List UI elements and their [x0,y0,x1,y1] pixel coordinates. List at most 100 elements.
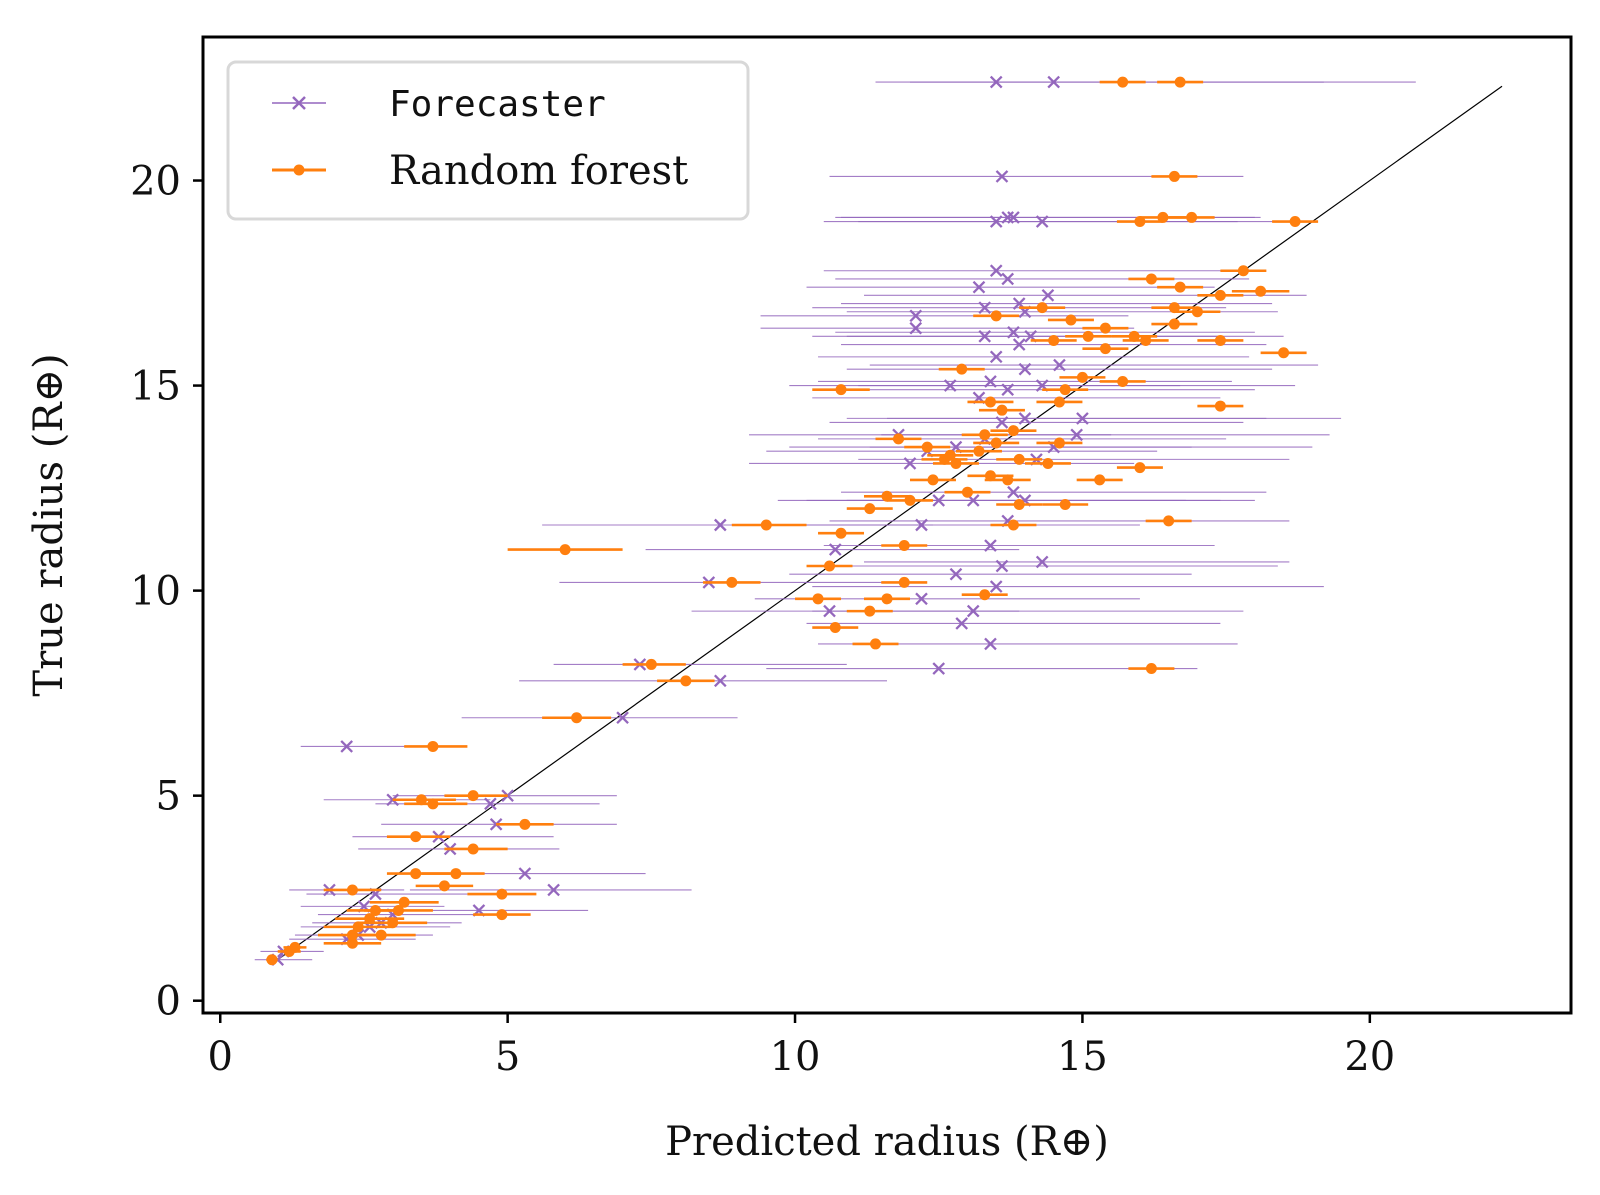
forecaster-point [1070,428,1083,442]
legend-random-forest-label: Random forest [389,148,688,194]
random-forest-point [1059,498,1071,510]
y-axis: 0 5 10 15 20 [130,159,203,1025]
forecaster-point [1076,412,1089,425]
y-tick-label: 20 [130,159,181,205]
random-forest-point [824,560,836,572]
random-forest-point [415,794,427,806]
random-forest-point [1237,265,1249,277]
forecaster-point [989,264,1003,278]
random-forest-point [410,831,422,843]
random-forest-point [1048,334,1060,346]
random-forest-point [1042,457,1054,469]
forecaster-point [616,711,629,725]
random-forest-point [984,470,996,482]
forecaster-point [713,518,727,532]
random-forest-point [1174,281,1186,293]
random-forest-point [1076,371,1088,383]
random-forest-point [898,576,910,588]
forecaster-point [484,797,497,811]
forecaster-point [1007,211,1020,224]
forecaster-point [932,662,946,675]
random-forest-point [1214,334,1226,346]
y-tick-label: 0 [156,979,181,1025]
random-forest-point [1099,343,1111,355]
random-forest-point [996,404,1008,416]
random-forest-point [410,868,422,880]
forecaster-point [984,375,997,388]
forecaster-point [989,350,1003,364]
forecaster-point [340,740,354,753]
reference-line-layer [277,85,1503,961]
legend: Forecaster Random forest [226,60,750,221]
random-forest-point [1278,347,1290,359]
x-tick-label: 5 [495,1034,520,1080]
random-forest-point [559,544,571,556]
x-axis: 0 5 10 15 20 [208,1013,1395,1080]
random-forest-point [1168,318,1180,330]
random-forest-point [864,605,876,617]
random-forest-point [496,909,508,921]
random-forest-point [944,449,956,461]
random-forest-point [1145,273,1157,285]
random-forest-point [375,929,387,941]
random-forest-point [1036,302,1048,314]
random-forest-point [1117,76,1129,88]
forecaster-point [1035,555,1049,569]
random-forest-point [1134,462,1146,474]
random-forest-point [519,818,531,830]
x-axis-label: Predicted radius (R⊕) [665,1119,1109,1165]
forecaster-point [1047,75,1061,89]
forecaster-point [909,321,923,335]
random-forest-point [990,437,1002,449]
random-forest-point [1059,384,1071,396]
random-forest-point [812,593,824,605]
y-tick-label: 10 [130,569,181,615]
random-forest-point [1168,302,1180,314]
legend-forecaster-marker [292,96,306,110]
random-forest-point [1065,314,1077,326]
random-forest-point [364,913,376,925]
random-forest-point [266,954,278,966]
random-forest-point [1013,498,1025,510]
random-forest-point [864,503,876,515]
y-tick-label: 15 [130,364,181,410]
random-forest-point [496,888,508,900]
random-forest-point [1053,437,1065,449]
random-forest-point [835,527,847,539]
random-forest-point [467,790,479,802]
random-forest-point [438,880,450,892]
x-tick-label: 15 [1057,1034,1108,1080]
y-tick-label: 5 [156,774,181,820]
random-forest-point [835,384,847,396]
random-forest-point [1140,334,1152,346]
forecaster-point [972,280,986,294]
random-forest-point [346,937,358,949]
random-forest-point [1007,519,1019,531]
random-forest-point [1082,330,1094,342]
forecaster-point [949,567,963,581]
random-forest-point [1191,306,1203,318]
random-forest-point [927,474,939,486]
random-forest-point [398,896,410,908]
random-forest-point [1013,453,1025,465]
random-forest-point [1002,474,1014,486]
forecaster-point [984,637,997,651]
random-forest-point [1145,663,1157,675]
random-forest-point [881,490,893,502]
random-forest-point [1128,330,1140,342]
random-forest-point [467,843,479,855]
random-forest-point [956,363,968,375]
random-forest-point [1289,216,1301,228]
random-forest-point [346,884,358,896]
legend-box [226,60,750,221]
forecaster-point [1041,289,1055,302]
forecaster-point [501,789,514,802]
random-forest-point [1134,216,1146,228]
random-forest-point [829,622,841,634]
random-forest-point [881,593,893,605]
forecaster-point [713,674,727,688]
random-forest-point [645,658,657,670]
forecaster-point [915,592,928,606]
forecaster-point [1053,358,1066,372]
